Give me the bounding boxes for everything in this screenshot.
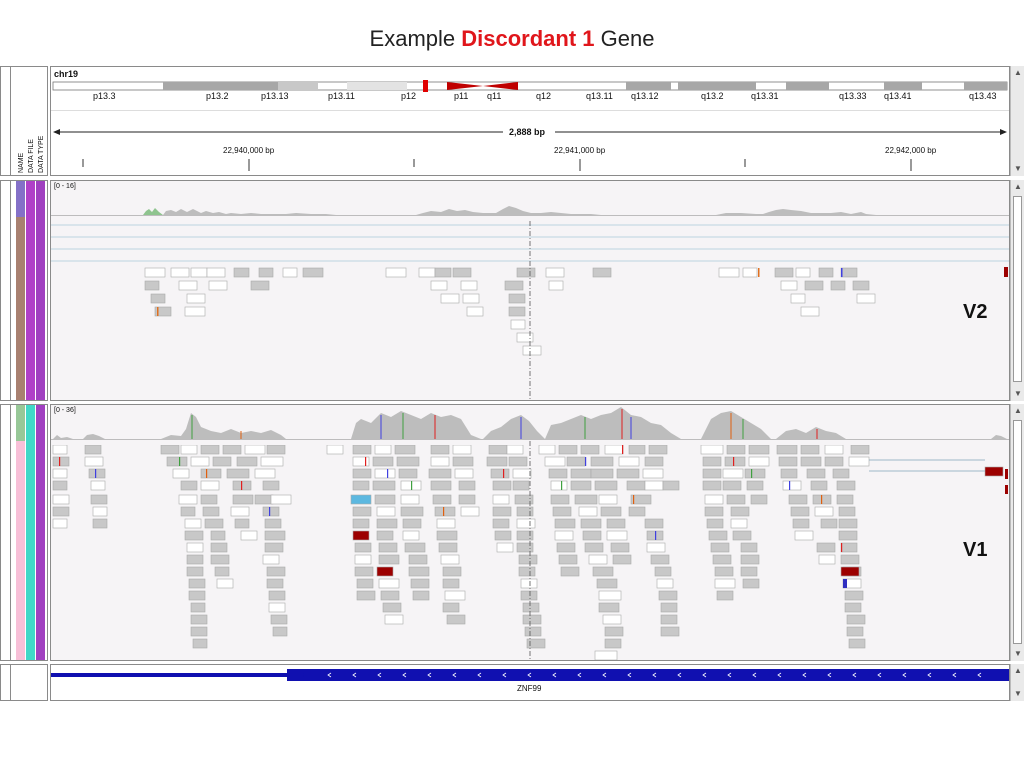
gene-name: ZNF99 xyxy=(517,684,542,693)
attr-label-name: NAME xyxy=(18,152,25,173)
v2-track-panel[interactable]: [0 - 16] xyxy=(50,180,1010,401)
band-label: q13.2 xyxy=(701,91,724,101)
v1-center-line xyxy=(529,441,531,661)
band-label: p11 xyxy=(454,91,469,101)
attr-label-data-file: DATA FILE xyxy=(28,139,35,173)
attr-label-data-type: DATA TYPE xyxy=(38,135,45,173)
v1-scrollbar[interactable]: ▲ ▼ xyxy=(1010,404,1024,661)
band-label: q11 xyxy=(487,91,502,101)
read-cluster xyxy=(52,445,108,529)
mismatch-marks xyxy=(59,445,1008,588)
v1-data-range: [0 - 36] xyxy=(54,407,76,414)
gene-feature[interactable] xyxy=(51,667,1009,683)
band-label: p13.13 xyxy=(261,91,289,101)
band-label: q13.12 xyxy=(631,91,659,101)
v1-scroll-thumb[interactable] xyxy=(1013,420,1022,644)
v2-data-range: [0 - 16] xyxy=(54,183,76,190)
attr-color-data-type xyxy=(36,181,45,400)
band-label: p13.2 xyxy=(206,91,229,101)
v2-reads xyxy=(144,267,1008,356)
band-label: q13.11 xyxy=(586,91,613,101)
title-prefix: Example xyxy=(369,26,456,51)
v2-coverage xyxy=(51,206,1009,216)
slide-title: Example Discordant 1 Gene xyxy=(0,26,1024,52)
header-panel: chr19 p13.3 p13.2 p13.13 p13.11 p12 p11 … xyxy=(50,66,1010,176)
band-label: p13.3 xyxy=(93,91,116,101)
tick-label-2: 22,941,000 bp xyxy=(554,146,606,155)
tick-label-1: 22,940,000 bp xyxy=(223,146,275,155)
span-label: 2,888 bp xyxy=(509,127,546,137)
chromosome-label: chr19 xyxy=(54,69,79,79)
read-cluster xyxy=(486,445,680,660)
band-label: q13.41 xyxy=(884,91,912,101)
attr-color-name xyxy=(16,217,25,400)
read-cluster xyxy=(160,445,292,649)
position-ticks xyxy=(82,159,912,171)
read-cluster xyxy=(700,445,870,649)
band-label: q13.31 xyxy=(751,91,779,101)
v1-attribute-panel xyxy=(0,404,48,661)
gene-scrollbar[interactable]: ▲ ▼ xyxy=(1010,664,1024,701)
v1-reads xyxy=(52,445,1008,660)
attr-color-name xyxy=(16,441,25,660)
v2-attribute-panel xyxy=(0,180,48,401)
gene-attribute-panel xyxy=(0,664,48,701)
v1-label: V1 xyxy=(963,539,988,561)
header-scrollbar[interactable]: ▲ ▼ xyxy=(1010,66,1024,176)
v2-scrollbar[interactable]: ▲ ▼ xyxy=(1010,180,1024,401)
header-attribute-panel: NAME DATA FILE DATA TYPE xyxy=(0,66,48,176)
attr-color-data-file xyxy=(26,181,35,400)
span-ruler xyxy=(53,125,1007,139)
attr-color-name xyxy=(16,405,25,441)
band-label: q12 xyxy=(536,91,552,101)
v2-scroll-thumb[interactable] xyxy=(1013,196,1022,382)
gene-track-panel[interactable]: ZNF99 xyxy=(50,664,1010,701)
v1-track-panel[interactable]: [0 - 36] xyxy=(50,404,1010,661)
band-label: q13.43 xyxy=(969,91,997,101)
attr-color-data-file xyxy=(26,405,35,660)
chromosome-ideogram[interactable] xyxy=(51,80,1009,92)
tick-label-3: 22,942,000 bp xyxy=(885,146,937,155)
title-highlight: Discordant 1 xyxy=(461,26,595,51)
band-label: p13.11 xyxy=(328,91,355,101)
v1-splice-lines xyxy=(869,459,1004,477)
attr-color-name xyxy=(16,181,25,217)
band-label: q13.33 xyxy=(839,91,867,101)
v2-center-line xyxy=(529,221,531,401)
attr-color-data-type xyxy=(36,405,45,660)
v2-label: V2 xyxy=(963,301,988,323)
read-cluster xyxy=(326,445,480,625)
band-label: p12 xyxy=(401,91,417,101)
title-suffix: Gene xyxy=(600,26,655,51)
v1-coverage xyxy=(51,407,1009,440)
